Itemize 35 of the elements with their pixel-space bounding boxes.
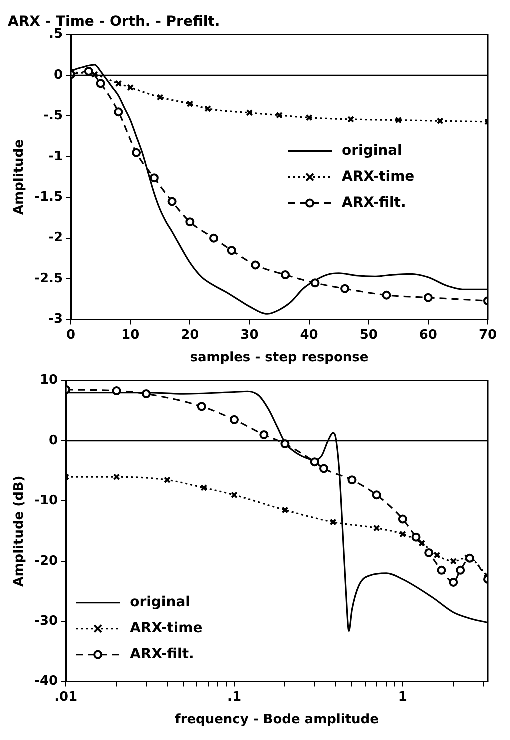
x-tick-label: .01 bbox=[54, 690, 78, 705]
x-tick-label: 1 bbox=[398, 690, 408, 705]
y-tick-label: -40 bbox=[34, 674, 58, 690]
y-tick-label: -1.5 bbox=[34, 190, 64, 206]
y-tick-label: 0 bbox=[54, 68, 64, 83]
y-tick-label: 0 bbox=[49, 433, 58, 448]
y-tick-label: 10 bbox=[40, 373, 58, 388]
legend-label: original bbox=[342, 142, 402, 159]
x-tick-label: 10 bbox=[122, 328, 140, 343]
y-tick-label: -20 bbox=[34, 554, 58, 569]
legend-label: ARX-time bbox=[130, 620, 203, 636]
y-tick-label: -.5 bbox=[44, 108, 64, 124]
legend-label: ARX-filt. bbox=[342, 194, 406, 211]
x-tick-label: 0 bbox=[66, 328, 76, 343]
x-axis-title: frequency - Bode amplitude bbox=[175, 712, 380, 728]
legend-label: ARX-time bbox=[342, 168, 415, 185]
x-axis-title: samples - step response bbox=[190, 350, 369, 366]
x-tick-label: 20 bbox=[181, 328, 200, 343]
y-tick-label: -2.5 bbox=[34, 271, 64, 286]
y-axis-title: Amplitude bbox=[12, 139, 28, 216]
y-tick-label: -30 bbox=[34, 614, 58, 629]
y-tick-label: -1 bbox=[48, 149, 64, 164]
x-tick-label: 30 bbox=[240, 328, 259, 343]
y-tick-label: .5 bbox=[49, 27, 64, 42]
x-tick-label: .1 bbox=[228, 690, 242, 705]
x-tick-label: 60 bbox=[419, 328, 438, 343]
x-tick-label: 50 bbox=[360, 328, 378, 343]
x-tick-label: 70 bbox=[478, 328, 498, 343]
legend-label: ARX-filt. bbox=[130, 646, 194, 662]
y-tick-label: -10 bbox=[34, 494, 58, 509]
legend-label: original bbox=[130, 594, 190, 610]
x-tick-label: 40 bbox=[300, 328, 318, 343]
y-tick-label: -2 bbox=[48, 230, 64, 246]
y-tick-label: -3 bbox=[48, 312, 64, 328]
y-axis-title: Amplitude (dB) bbox=[12, 476, 28, 587]
